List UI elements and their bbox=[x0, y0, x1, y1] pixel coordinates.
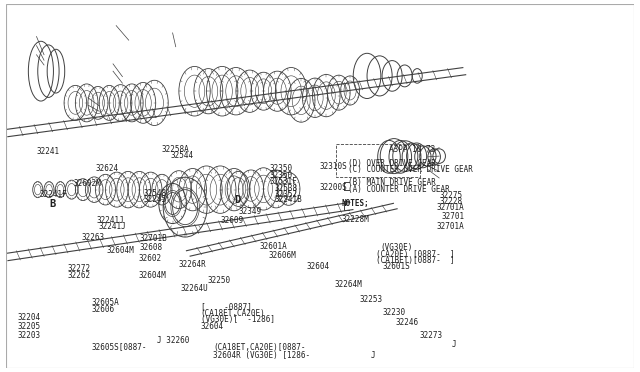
Text: (CA1BET)[0887-  ]: (CA1BET)[0887- ] bbox=[376, 256, 455, 265]
Text: 32272: 32272 bbox=[68, 263, 91, 273]
Text: (D) OVER DRIVE GEAR: (D) OVER DRIVE GEAR bbox=[348, 158, 436, 167]
Text: 32310S: 32310S bbox=[320, 162, 348, 171]
Text: 32205: 32205 bbox=[17, 322, 40, 331]
Text: J: J bbox=[370, 351, 375, 360]
Text: 32701: 32701 bbox=[441, 212, 464, 221]
Text: B: B bbox=[49, 199, 55, 209]
Text: 32604R (VG30E) [1286-: 32604R (VG30E) [1286- bbox=[213, 351, 310, 360]
Text: 32601S: 32601S bbox=[383, 262, 410, 272]
Text: D: D bbox=[234, 195, 241, 205]
Text: 32701A: 32701A bbox=[436, 222, 464, 231]
Text: A3PP 10 73: A3PP 10 73 bbox=[389, 145, 435, 154]
Text: 32245: 32245 bbox=[143, 195, 166, 204]
Text: 32264U: 32264U bbox=[180, 284, 209, 293]
Text: J 32260: J 32260 bbox=[157, 336, 189, 346]
Text: 32604M: 32604M bbox=[107, 246, 134, 255]
Text: 32605A: 32605A bbox=[91, 298, 119, 307]
Text: 32602M: 32602M bbox=[74, 179, 101, 187]
Text: 32263: 32263 bbox=[82, 232, 105, 241]
Text: 32604: 32604 bbox=[306, 262, 330, 271]
Text: 32548: 32548 bbox=[143, 189, 166, 198]
Text: 32264M: 32264M bbox=[335, 280, 362, 289]
Text: 32608: 32608 bbox=[140, 244, 163, 253]
Text: 32264R: 32264R bbox=[179, 260, 207, 269]
Text: (C) COUNTER OVER DRIVE GEAR: (C) COUNTER OVER DRIVE GEAR bbox=[348, 165, 473, 174]
Text: 32253: 32253 bbox=[360, 295, 383, 304]
Text: J: J bbox=[452, 340, 456, 349]
Text: (VG30E)[  -1286]: (VG30E)[ -1286] bbox=[201, 315, 275, 324]
Text: 32241: 32241 bbox=[36, 147, 60, 156]
Text: 32544: 32544 bbox=[171, 151, 194, 160]
Text: 32352: 32352 bbox=[275, 189, 298, 199]
Text: 32606: 32606 bbox=[91, 305, 114, 314]
Text: 32609: 32609 bbox=[221, 216, 244, 225]
Text: 32228: 32228 bbox=[439, 197, 462, 206]
Text: 32606M: 32606M bbox=[269, 251, 296, 260]
Text: 32604: 32604 bbox=[201, 322, 224, 331]
Text: (B) MAIN DRIVE GEAR: (B) MAIN DRIVE GEAR bbox=[348, 178, 436, 187]
Text: 32275: 32275 bbox=[439, 190, 462, 200]
Text: 32350: 32350 bbox=[270, 164, 293, 173]
Text: 32230: 32230 bbox=[383, 308, 406, 317]
Text: 32701A: 32701A bbox=[436, 203, 464, 212]
Text: 32250: 32250 bbox=[207, 276, 230, 285]
Text: 32204: 32204 bbox=[17, 313, 40, 322]
Text: 32349: 32349 bbox=[239, 207, 262, 216]
Text: (CA20E) [0887-  ]: (CA20E) [0887- ] bbox=[376, 250, 455, 259]
Text: 32203: 32203 bbox=[17, 331, 40, 340]
Text: 32605S[0887-: 32605S[0887- bbox=[91, 342, 147, 351]
Text: 32262: 32262 bbox=[68, 271, 91, 280]
Text: 32273: 32273 bbox=[419, 331, 442, 340]
Text: (CA18ET,CA20E): (CA18ET,CA20E) bbox=[201, 309, 266, 318]
Text: 32241J: 32241J bbox=[99, 222, 126, 231]
Text: (A) COUNTER DRIVE GEAR: (A) COUNTER DRIVE GEAR bbox=[348, 185, 450, 194]
Text: 32701B: 32701B bbox=[140, 234, 168, 243]
Text: 32241J: 32241J bbox=[97, 217, 124, 225]
Text: NOTES;: NOTES; bbox=[341, 199, 369, 208]
Text: 32531F: 32531F bbox=[270, 177, 298, 186]
Text: 32350: 32350 bbox=[270, 171, 293, 180]
Text: 32241F: 32241F bbox=[39, 189, 67, 199]
Text: 32258A: 32258A bbox=[162, 145, 189, 154]
Text: 32624: 32624 bbox=[95, 164, 118, 173]
Text: 32200S: 32200S bbox=[320, 183, 348, 192]
Text: 32604M: 32604M bbox=[138, 271, 166, 280]
Text: 32228M: 32228M bbox=[341, 215, 369, 224]
Text: 32538: 32538 bbox=[275, 184, 298, 193]
Text: 32602: 32602 bbox=[138, 254, 161, 263]
Text: 32241B: 32241B bbox=[275, 195, 303, 204]
Text: (VG30E): (VG30E) bbox=[380, 244, 413, 253]
Text: 32246: 32246 bbox=[396, 318, 419, 327]
Text: 32601A: 32601A bbox=[259, 242, 287, 251]
Text: (CA18ET,CA20E)[0887-: (CA18ET,CA20E)[0887- bbox=[213, 343, 306, 352]
Text: [    -0887]: [ -0887] bbox=[201, 302, 252, 311]
